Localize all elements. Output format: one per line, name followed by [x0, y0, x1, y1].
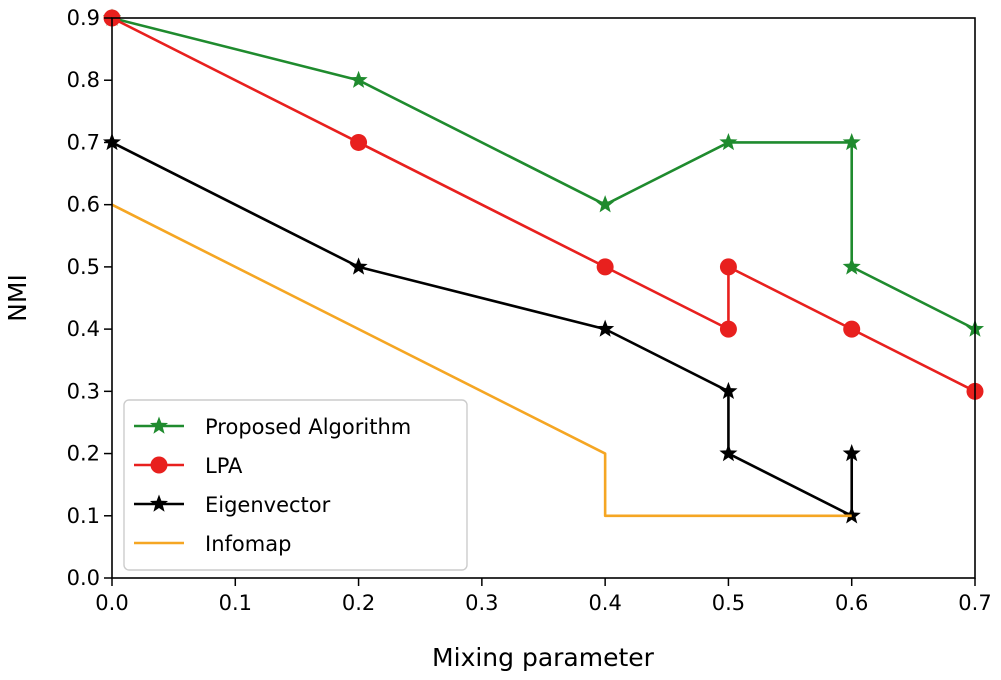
- x-tick-label-0: 0.0: [95, 591, 128, 615]
- legend-label-1: LPA: [205, 454, 243, 478]
- y-tick-label-1: 0.1: [67, 504, 100, 528]
- series-layer: [102, 8, 985, 524]
- legend-marker-2: [149, 494, 169, 512]
- series-lpa: [103, 9, 984, 400]
- y-tick-label-8: 0.8: [67, 68, 100, 92]
- series-line-1: [111, 16, 976, 393]
- legend: Proposed Algorithm LPA Eigenvector Infomap: [123, 399, 468, 571]
- y-tick-label-9: 0.9: [67, 6, 100, 30]
- series-line-3: [111, 203, 852, 518]
- series-proposed-algorithm: [102, 8, 985, 337]
- data-point-0-2: [596, 195, 615, 213]
- data-point-2-3: [719, 381, 738, 400]
- x-tick-label-6: 0.6: [835, 591, 868, 615]
- plot-frame: [111, 17, 976, 579]
- series-line-0: [111, 16, 976, 331]
- x-tick-label-3: 0.3: [465, 591, 498, 615]
- data-point-2-6: [842, 444, 861, 462]
- y-tick-label-6: 0.6: [67, 193, 100, 217]
- data-point-1-5: [843, 320, 861, 338]
- legend-marker-0: [149, 416, 169, 434]
- legend-box: [123, 399, 468, 571]
- y-tick-label-5: 0.5: [67, 255, 100, 279]
- data-point-0-3: [719, 132, 738, 151]
- data-point-2-5: [842, 506, 861, 524]
- x-axis: 0.0 0.1 0.2 0.3 0.4 0.5 0.6 0.7: [95, 578, 992, 615]
- data-point-2-2: [596, 319, 615, 337]
- y-tick-label-0: 0.0: [67, 566, 100, 590]
- data-point-1-2: [596, 258, 614, 276]
- data-point-1-4: [719, 258, 737, 276]
- x-tick-label-2: 0.2: [342, 591, 375, 615]
- y-tick-label-3: 0.3: [67, 379, 100, 403]
- legend-label-2: Eigenvector: [205, 493, 331, 517]
- legend-marker-1: [150, 456, 168, 474]
- legend-label-0: Proposed Algorithm: [205, 415, 411, 439]
- data-point-0-4: [842, 132, 861, 151]
- y-tick-label-2: 0.2: [67, 442, 100, 466]
- series-infomap: [111, 203, 852, 518]
- y-axis: 0.0 0.1 0.2 0.3 0.4 0.5 0.6 0.7 0.8 0.9: [67, 6, 112, 590]
- data-point-0-5: [842, 257, 861, 275]
- x-tick-label-4: 0.4: [588, 591, 621, 615]
- x-tick-label-1: 0.1: [219, 591, 252, 615]
- y-axis-label: NMI: [3, 274, 32, 322]
- data-point-0-1: [349, 70, 368, 88]
- legend-label-3: Infomap: [205, 532, 291, 556]
- data-point-1-1: [350, 133, 368, 151]
- y-tick-label-4: 0.4: [67, 317, 100, 341]
- x-axis-label: Mixing parameter: [432, 643, 655, 672]
- data-point-2-4: [719, 444, 738, 462]
- x-tick-label-5: 0.5: [712, 591, 745, 615]
- x-tick-label-7: 0.7: [958, 591, 991, 615]
- data-point-1-3: [719, 320, 737, 338]
- y-tick-label-7: 0.7: [67, 130, 100, 154]
- data-point-2-1: [349, 257, 368, 275]
